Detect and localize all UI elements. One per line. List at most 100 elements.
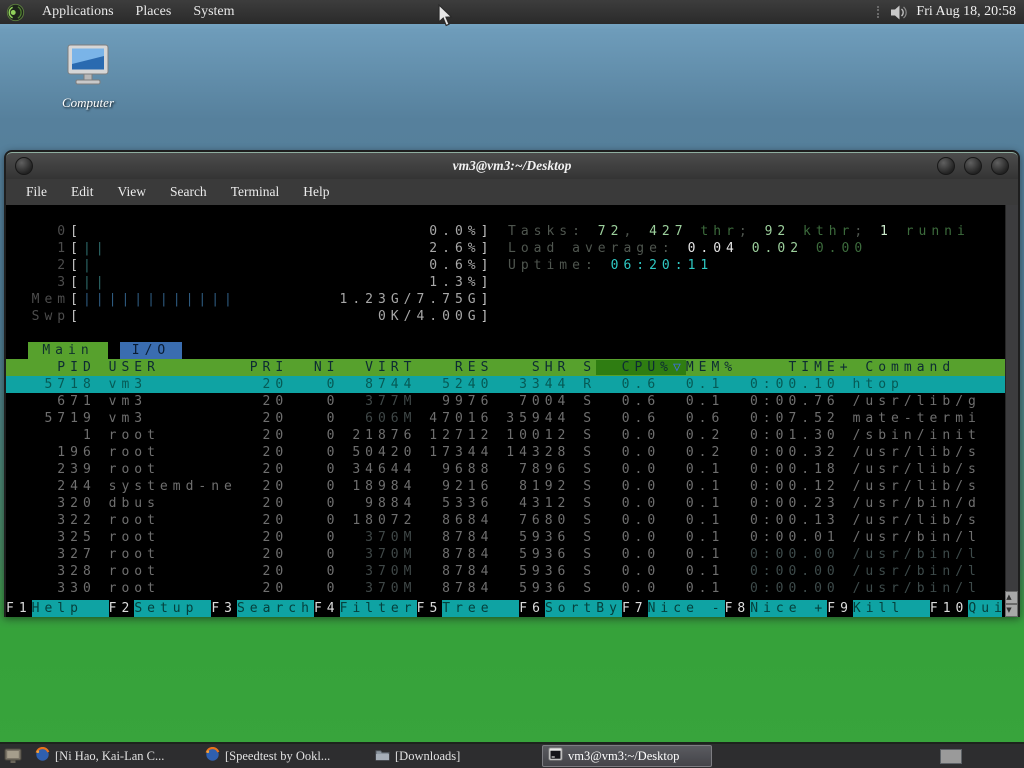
htop-process-row[interactable]: 328 root 20 0 370M 8784 5936 S 0.0 0.1 0… xyxy=(6,563,1005,580)
fkey-label-f1[interactable]: Help xyxy=(31,600,109,617)
scroll-down-button[interactable]: ▼ xyxy=(1005,604,1018,617)
meter-bracket: ] xyxy=(480,224,494,239)
fkey-label-f3[interactable]: Search xyxy=(236,600,314,617)
minimize-button[interactable] xyxy=(937,157,955,175)
meter-bracket: [ xyxy=(70,275,83,290)
row-virt: 377M xyxy=(339,394,417,409)
row-left: 320 dbus 20 0 xyxy=(6,496,340,511)
menu-applications[interactable]: Applications xyxy=(42,4,114,19)
terminal-window: vm3@vm3:~/Desktop File Edit View Search … xyxy=(4,150,1020,617)
meter-pad xyxy=(237,292,340,307)
volume-icon[interactable] xyxy=(889,4,909,21)
htop-process-row[interactable]: 244 systemd-ne 20 0 18984 9216 8192 S 0.… xyxy=(6,478,1005,495)
menu-search[interactable]: Search xyxy=(169,184,207,199)
info-segment: 0.04 xyxy=(687,241,752,256)
fkey-f2[interactable]: F2 xyxy=(108,601,135,616)
menu-help[interactable]: Help xyxy=(303,184,330,199)
htop-process-row[interactable]: 322 root 20 0 18072 8684 7680 S 0.0 0.1 … xyxy=(6,512,1005,529)
row-time-cmd: 0:00.23 /usr/bin/d xyxy=(724,496,981,511)
fkey-f5[interactable]: F5 xyxy=(416,601,443,616)
taskbar-item-downloads[interactable]: [Downloads] xyxy=(370,745,520,767)
fkey-f10[interactable]: F10 xyxy=(929,601,969,616)
htop-meters: 0[ 0.0%] 1[|| 2.6%] 2[| 0.6%] 3[|| 1.3%]… xyxy=(6,205,1018,325)
taskbar-item-nihao[interactable]: [Ni Hao, Kai-Lan C... xyxy=(30,745,192,767)
fkey-label-f5[interactable]: Tree xyxy=(442,600,520,617)
info-segment: thr xyxy=(687,224,739,239)
meter-value: 1.23G/7.75G xyxy=(339,292,481,307)
row-left: 239 root 20 0 xyxy=(6,462,340,477)
row-mid: 8784 5936 S 0.0 0.1 xyxy=(416,581,725,596)
show-desktop-button[interactable] xyxy=(4,748,22,764)
info-segment: , xyxy=(623,224,650,239)
htop-process-row[interactable]: 320 dbus 20 0 9884 5336 4312 S 0.0 0.1 0… xyxy=(6,495,1005,512)
fkey-f1[interactable]: F1 xyxy=(6,601,32,616)
fkey-f6[interactable]: F6 xyxy=(519,601,545,616)
htop-process-row[interactable]: 196 root 20 0 50420 17344 14328 S 0.0 0.… xyxy=(6,444,1005,461)
htop-process-row[interactable]: 5719 vm3 20 0 606M 47016 35944 S 0.6 0.6… xyxy=(6,410,1005,427)
fkey-f8[interactable]: F8 xyxy=(724,601,751,616)
scroll-up-button[interactable]: ▲ xyxy=(1005,591,1018,604)
menu-file[interactable]: File xyxy=(26,184,48,199)
meter-label: 0 xyxy=(6,224,71,239)
fkey-label-f6[interactable]: SortBy xyxy=(544,600,622,617)
htop-process-row[interactable]: 327 root 20 0 370M 8784 5936 S 0.0 0.1 0… xyxy=(6,546,1005,563)
htop-fkey-bar: F1 Help F2 Setup F3 Search F4 Filter F5 Tree F6 Sor… xyxy=(6,600,1005,617)
htop-tab-io[interactable]: I/O xyxy=(120,342,182,359)
meter-label: 3 xyxy=(6,275,71,290)
info-segment: runni xyxy=(892,224,970,239)
htop-info-line: Load average: 0.04 0.02 0.00 xyxy=(508,240,970,257)
menu-edit[interactable]: Edit xyxy=(71,184,94,199)
row-mid: 8784 5936 S 0.0 0.1 xyxy=(416,547,725,562)
info-segment: 92 xyxy=(764,224,791,239)
distro-logo-icon[interactable] xyxy=(6,3,25,22)
fkey-f7[interactable]: F7 xyxy=(621,601,648,616)
htop-table-header[interactable]: PID USER PRI NI VIRT RES SHR S CPU%▽MEM%… xyxy=(6,359,1005,376)
firefox-icon xyxy=(35,746,50,766)
terminal-screen[interactable]: 0[ 0.0%] 1[|| 2.6%] 2[| 0.6%] 3[|| 1.3%]… xyxy=(6,205,1018,617)
desktop-icon-computer[interactable]: Computer xyxy=(52,44,124,111)
htop-selected-row[interactable]: 5718 vm3 20 0 8744 5240 3344 R 0.6 0.1 0… xyxy=(6,376,1005,393)
panel-clock[interactable]: Fri Aug 18, 20:58 xyxy=(916,4,1016,19)
meter-bracket: ] xyxy=(480,258,494,273)
menu-view[interactable]: View xyxy=(117,184,146,199)
menu-terminal[interactable]: Terminal xyxy=(230,184,280,199)
window-title: vm3@vm3:~/Desktop xyxy=(452,158,572,173)
maximize-button[interactable] xyxy=(964,157,982,175)
info-segment: ; xyxy=(854,224,881,239)
close-button[interactable] xyxy=(991,157,1009,175)
htop-tab-main[interactable]: Main xyxy=(28,342,108,359)
fkey-label-f8[interactable]: Nice + xyxy=(750,600,828,617)
menu-places[interactable]: Places xyxy=(135,4,172,19)
header-cols-right: MEM% TIME+ Command xyxy=(685,360,956,375)
htop-process-row[interactable]: 325 root 20 0 370M 8784 5936 S 0.0 0.1 0… xyxy=(6,529,1005,546)
fkey-label-f9[interactable]: Kill xyxy=(852,600,930,617)
fkey-label-f2[interactable]: Setup xyxy=(134,600,212,617)
row-virt: 18984 xyxy=(339,479,417,494)
fkey-label-f7[interactable]: Nice - xyxy=(647,600,725,617)
meter-value: 0.0% xyxy=(429,224,481,239)
htop-process-row[interactable]: 671 vm3 20 0 377M 9976 7004 S 0.6 0.1 0:… xyxy=(6,393,1005,410)
fkey-f3[interactable]: F3 xyxy=(211,601,237,616)
terminal-scrollbar[interactable]: ▲ ▼ xyxy=(1005,205,1018,617)
menu-system[interactable]: System xyxy=(193,4,235,19)
window-menu-button[interactable] xyxy=(15,157,33,175)
window-titlebar[interactable]: vm3@vm3:~/Desktop xyxy=(6,152,1018,179)
taskbar-item-speedtest[interactable]: [Speedtest by Ookl... xyxy=(200,745,362,767)
htop-process-row[interactable]: 239 root 20 0 34644 9688 7896 S 0.0 0.1 … xyxy=(6,461,1005,478)
taskbar-item-terminal-active[interactable]: vm3@vm3:~/Desktop xyxy=(542,745,712,767)
row-mid: 8684 7680 S 0.0 0.1 xyxy=(416,513,725,528)
workspace-switcher[interactable] xyxy=(940,748,962,764)
fkey-f9[interactable]: F9 xyxy=(827,601,853,616)
row-time-cmd: 0:00.00 /usr/bin/l xyxy=(724,547,981,562)
row-time-cmd: 0:00.18 /usr/lib/s xyxy=(724,462,981,477)
htop-meter-line: 3[|| 1.3%] xyxy=(6,274,1018,291)
htop-process-row[interactable]: 330 root 20 0 370M 8784 5936 S 0.0 0.1 0… xyxy=(6,580,1005,597)
htop-process-row[interactable]: 1 root 20 0 21876 12712 10012 S 0.0 0.2 … xyxy=(6,427,1005,444)
fkey-label-f10[interactable]: Quit xyxy=(968,600,1003,617)
fkey-f4[interactable]: F4 xyxy=(313,601,340,616)
row-mid: 9216 8192 S 0.0 0.1 xyxy=(416,479,725,494)
meter-bar: || xyxy=(82,241,109,256)
htop-info-line: Tasks: 72, 427 thr; 92 kthr; 1 runni xyxy=(508,223,970,240)
fkey-label-f4[interactable]: Filter xyxy=(339,600,417,617)
row-left: 330 root 20 0 xyxy=(6,581,340,596)
